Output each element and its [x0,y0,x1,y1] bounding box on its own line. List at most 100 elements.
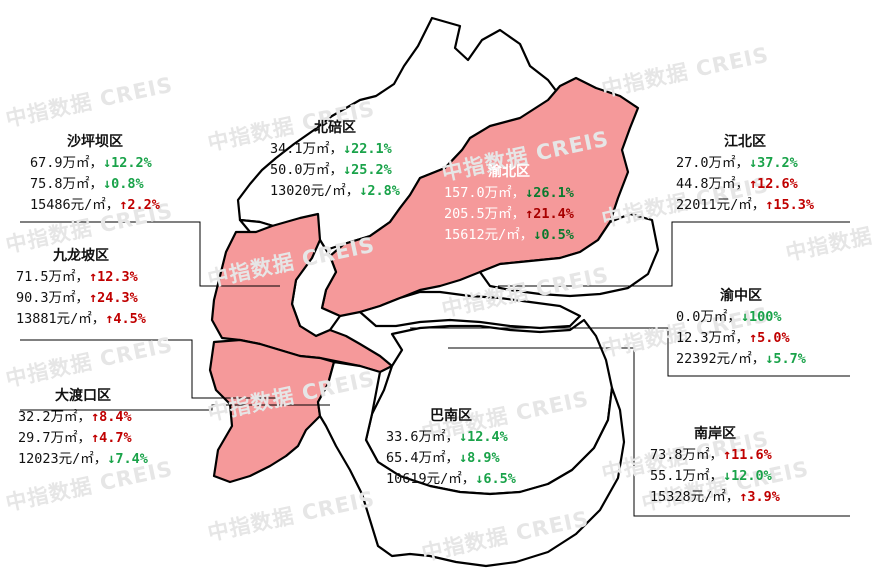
stat-value: 15486元/㎡， [30,197,120,213]
change-percent: 8.4% [99,409,132,425]
label-jiangbei: 江北区 27.0万㎡，↓37.2% 44.8万㎡，↑12.6% 22011元/㎡… [676,132,814,216]
leader-yuzhong [410,327,850,377]
stat-row: 27.0万㎡，↓37.2% [676,153,814,174]
change-percent: 0.8% [111,176,144,192]
district-name-dadukou: 大渡口区 [54,388,111,404]
stat-row: 32.2万㎡，↑8.4% [18,407,148,428]
change-arrow: ↓ [343,162,352,178]
district-name-jiangbei: 江北区 [724,134,767,150]
leader-shapingba [20,221,280,287]
change-percent: 37.2% [757,155,798,171]
change-arrow: ↓ [103,176,112,192]
stat-row: 65.4万㎡，↓8.9% [386,448,516,469]
change-percent: 7.4% [115,451,148,467]
district-shape-yuzhong [358,290,582,330]
stat-value: 15328元/㎡， [650,489,740,505]
change-percent: 12.2% [111,155,152,171]
district-name-shapingba: 沙坪坝区 [66,134,123,150]
change-percent: 100% [749,309,782,325]
change-arrow: ↑ [91,409,100,425]
label-nanan: 南岸区 73.8万㎡，↑11.6% 55.1万㎡，↓12.0% 15328元/㎡… [650,424,780,508]
stat-value: 157.0万㎡， [444,185,526,201]
change-arrow: ↓ [749,155,758,171]
change-percent: 22.1% [351,141,392,157]
change-percent: 6.5% [483,471,516,487]
change-percent: 5.7% [773,351,806,367]
change-arrow: ↑ [89,290,98,306]
change-percent: 3.9% [747,489,780,505]
stat-row: 67.9万㎡，↓12.2% [30,153,160,174]
stat-row: 10619元/㎡，↓6.5% [386,469,516,490]
change-percent: 5.0% [757,330,790,346]
stat-value: 27.0万㎡， [676,155,750,171]
stat-row: 73.8万㎡，↑11.6% [650,445,780,466]
district-name-banan: 巴南区 [429,408,472,424]
change-arrow: ↓ [765,351,774,367]
stat-row: 71.5万㎡，↑12.3% [16,267,146,288]
change-arrow: ↓ [107,451,116,467]
change-arrow: ↓ [103,155,112,171]
change-percent: 26.1% [533,185,574,201]
stat-value: 22011元/㎡， [676,197,766,213]
stat-row: 33.6万㎡，↓12.4% [386,427,516,448]
change-percent: 15.3% [773,197,815,213]
stat-value: 73.8万㎡， [650,447,724,463]
change-percent: 11.6% [731,447,772,463]
stat-value: 90.3万㎡， [16,290,90,306]
change-arrow: ↑ [105,311,114,327]
change-arrow: ↑ [739,489,748,505]
stat-row: 22011元/㎡，↑15.3% [676,195,814,216]
change-percent: 2.2% [127,197,160,213]
district-name-yuzhong: 渝中区 [719,288,762,304]
change-arrow: ↓ [475,471,484,487]
change-arrow: ↓ [343,141,352,157]
change-arrow: ↓ [359,183,368,199]
change-arrow: ↑ [525,206,534,222]
stat-value: 205.5万㎡， [444,206,526,222]
label-banan: 巴南区 33.6万㎡，↓12.4% 65.4万㎡，↓8.9% 10619元/㎡，… [386,406,516,490]
change-arrow: ↓ [459,450,468,466]
change-arrow: ↓ [459,429,468,445]
stat-value: 75.8万㎡， [30,176,104,192]
stat-value: 44.8万㎡， [676,176,750,192]
stat-row: 0.0万㎡，↓100% [676,307,806,328]
stat-row: 55.1万㎡，↓12.0% [650,466,780,487]
change-arrow: ↑ [91,430,100,446]
change-arrow: ↑ [723,447,732,463]
leader-jiangbei [498,221,850,287]
stat-value: 15612元/㎡， [444,227,534,243]
change-percent: 2.8% [367,183,400,199]
stat-row: 75.8万㎡，↓0.8% [30,174,160,195]
change-arrow: ↓ [525,185,534,201]
stat-value: 10619元/㎡， [386,471,476,487]
stat-value: 32.2万㎡， [18,409,92,425]
stat-row: 29.7万㎡，↑4.7% [18,428,148,449]
leader-jiulongpo [20,339,280,399]
label-yuzhong: 渝中区 0.0万㎡，↓100% 12.3万㎡，↑5.0% 22392元/㎡，↓5… [676,286,806,370]
change-arrow: ↑ [749,176,758,192]
stat-value: 55.1万㎡， [650,468,724,484]
stat-row: 50.0万㎡，↓25.2% [270,160,400,181]
stat-value: 34.1万㎡， [270,141,344,157]
stat-value: 67.9万㎡， [30,155,104,171]
label-yubei: 渝北区 157.0万㎡，↓26.1% 205.5万㎡，↑21.4% 15612元… [444,162,574,246]
change-percent: 21.4% [533,206,574,222]
change-percent: 25.2% [351,162,392,178]
change-percent: 4.7% [99,430,132,446]
change-percent: 12.6% [757,176,798,192]
change-arrow: ↓ [723,468,732,484]
stat-row: 205.5万㎡，↑21.4% [444,204,574,225]
district-shape-dadukou [208,338,336,484]
stat-row: 12023元/㎡，↓7.4% [18,449,148,470]
stat-value: 12023元/㎡， [18,451,108,467]
label-beibei: 北碚区 34.1万㎡，↓22.1% 50.0万㎡，↓25.2% 13020元/㎡… [270,118,400,202]
label-dadukou: 大渡口区 32.2万㎡，↑8.4% 29.7万㎡，↑4.7% 12023元/㎡，… [18,386,148,470]
stat-value: 33.6万㎡， [386,429,460,445]
stat-value: 50.0万㎡， [270,162,344,178]
stat-value: 13881元/㎡， [16,311,106,327]
district-shape-banan [316,360,626,568]
label-shapingba: 沙坪坝区 67.9万㎡，↓12.2% 75.8万㎡，↓0.8% 15486元/㎡… [30,132,160,216]
change-percent: 4.5% [113,311,146,327]
district-name-yubei: 渝北区 [487,164,530,180]
